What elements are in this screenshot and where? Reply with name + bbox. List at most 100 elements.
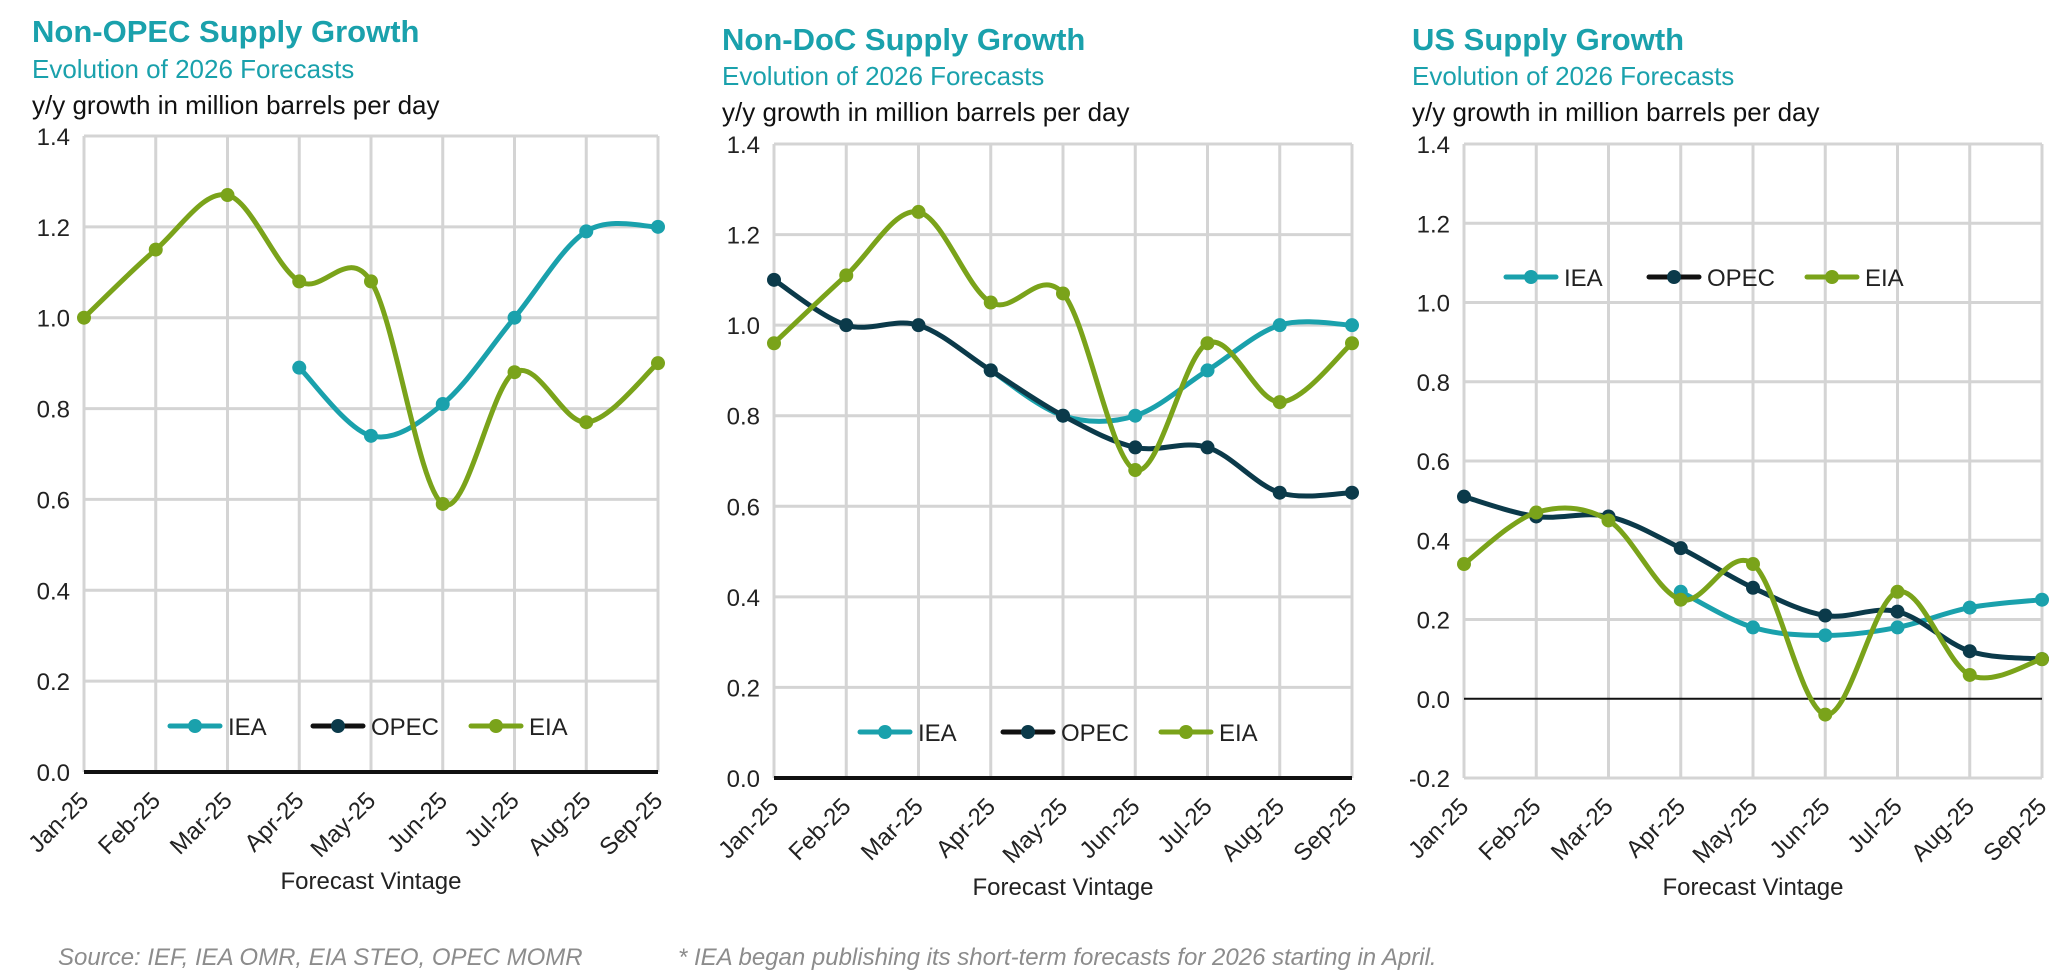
x-tick-label: Apr-25 <box>239 787 309 857</box>
data-point-opec <box>1200 440 1215 455</box>
chart-subtitle: Evolution of 2026 Forecasts <box>1412 61 1735 91</box>
data-point-eia <box>364 274 378 289</box>
series-line-iea <box>296 221 661 440</box>
chart-subtitle: Evolution of 2026 Forecasts <box>722 61 1045 91</box>
legend-marker-iea <box>1524 270 1538 284</box>
data-point-iea <box>1272 318 1287 333</box>
source-note: Source: IEF, IEA OMR, EIA STEO, OPEC MOM… <box>58 944 583 971</box>
data-point-eia <box>1529 505 1544 520</box>
data-point-opec <box>1345 485 1359 500</box>
legend-label-eia: EIA <box>529 714 568 741</box>
iea-footnote: * IEA began publishing its short-term fo… <box>678 944 1437 971</box>
data-point-opec <box>1128 440 1143 455</box>
data-point-iea <box>1818 628 1833 643</box>
x-tick-label: Jan-25 <box>1410 793 1474 864</box>
legend-label-iea: IEA <box>228 714 267 741</box>
data-point-eia <box>220 188 235 203</box>
y-tick-label: -0.2 <box>1410 766 1450 793</box>
legend-label-iea: IEA <box>918 720 957 747</box>
legend-label-iea: IEA <box>1564 265 1603 292</box>
legend-marker-eia <box>489 719 503 733</box>
y-tick-label: 1.0 <box>1417 291 1450 318</box>
y-tick-label: 0.2 <box>1417 608 1450 635</box>
x-tick-label: Jun-25 <box>1075 793 1146 864</box>
data-point-eia <box>1890 584 1905 599</box>
data-point-iea <box>364 428 378 443</box>
data-point-iea <box>1200 363 1215 378</box>
data-point-eia <box>2035 652 2049 667</box>
chart-panel-non-doc: Non-DoC Supply Growth Evolution of 2026 … <box>720 0 1400 920</box>
data-point-eia <box>1345 336 1359 351</box>
data-point-eia <box>507 365 522 380</box>
data-point-opec <box>1890 604 1905 619</box>
chart-title: Non-DoC Supply Growth <box>722 22 1086 57</box>
legend-marker-iea <box>878 725 892 739</box>
legend-marker-eia <box>1825 270 1839 284</box>
chart-subtitle: Evolution of 2026 Forecasts <box>32 54 355 84</box>
x-tick-label: May-25 <box>1688 793 1764 869</box>
y-tick-label: 0.0 <box>1417 687 1450 714</box>
x-axis-title: Forecast Vintage <box>973 874 1154 901</box>
x-tick-label: Mar-25 <box>165 787 238 860</box>
x-tick-label: Mar-25 <box>1546 793 1619 866</box>
series-iea <box>1673 584 2049 643</box>
x-tick-label: Jul-25 <box>459 787 524 852</box>
x-tick-label: Aug-25 <box>1906 793 1980 867</box>
data-point-eia <box>911 204 926 219</box>
y-tick-label: 1.4 <box>727 132 760 159</box>
chart-title: Non-OPEC Supply Growth <box>32 14 420 49</box>
data-point-opec <box>839 318 854 333</box>
y-tick-label: 0.8 <box>727 404 760 431</box>
y-tick-label: 0.6 <box>37 487 70 514</box>
x-axis-title: Forecast Vintage <box>1663 874 1844 901</box>
y-tick-label: 1.4 <box>1417 132 1450 159</box>
y-tick-label: 1.0 <box>37 306 70 333</box>
data-point-iea <box>579 224 594 239</box>
x-tick-label: Sep-25 <box>1978 793 2052 867</box>
data-point-opec <box>767 272 781 287</box>
x-tick-label: Jun-25 <box>1765 793 1836 864</box>
legend-label-eia: EIA <box>1219 720 1258 747</box>
y-tick-label: 1.2 <box>37 215 70 242</box>
series-line-eia <box>81 192 661 508</box>
y-tick-label: 1.2 <box>727 223 760 250</box>
legend-marker-opec <box>1667 270 1681 284</box>
data-point-opec <box>911 318 926 333</box>
data-point-eia <box>1673 592 1688 607</box>
legend-label-opec: OPEC <box>371 714 439 741</box>
us-chart: -0.2 0.0 0.2 0.4 0.6 0.8 1.0 1.2 1.4 Jan-25 Feb-25… <box>1410 132 2052 901</box>
x-tick-label: Jun-25 <box>382 787 453 858</box>
data-point-opec <box>1818 608 1833 623</box>
y-tick-label: 0.6 <box>727 494 760 521</box>
series-eia <box>77 188 665 511</box>
data-point-eia <box>1128 463 1143 478</box>
data-point-eia <box>767 336 781 351</box>
series-eia <box>767 204 1359 478</box>
legend-label-opec: OPEC <box>1707 265 1775 292</box>
data-point-iea <box>1890 620 1905 635</box>
data-point-eia <box>1272 395 1287 410</box>
data-point-iea <box>1962 600 1977 615</box>
data-point-eia <box>148 242 163 257</box>
y-tick-label: 0.8 <box>1417 370 1450 397</box>
y-tick-label: 0.2 <box>727 675 760 702</box>
legend: IEA OPEC EIA <box>1503 265 1904 292</box>
x-tick-label: Feb-25 <box>784 793 857 866</box>
data-point-eia <box>292 274 307 289</box>
y-tick-label: 0.0 <box>727 766 760 793</box>
series-line-eia <box>771 209 1355 473</box>
x-tick-label: Sep-25 <box>1288 793 1362 867</box>
x-tick-label: Jul-25 <box>1842 793 1907 858</box>
data-point-eia <box>1818 707 1833 722</box>
x-axis-title: Forecast Vintage <box>281 868 462 895</box>
data-point-iea <box>507 310 522 325</box>
data-point-opec <box>983 363 998 378</box>
non-doc-chart: 0.0 0.2 0.4 0.6 0.8 1.0 1.2 1.4 Jan-25 Feb-25 Mar-… <box>720 132 1362 901</box>
series-opec <box>767 272 1359 500</box>
data-point-eia <box>839 268 854 283</box>
chart-title: US Supply Growth <box>1412 22 1685 57</box>
data-point-eia <box>1962 667 1977 682</box>
chart-panel-us: US Supply Growth Evolution of 2026 Forec… <box>1410 0 2070 920</box>
series-eia <box>1457 505 2049 722</box>
data-point-eia <box>1056 286 1070 301</box>
